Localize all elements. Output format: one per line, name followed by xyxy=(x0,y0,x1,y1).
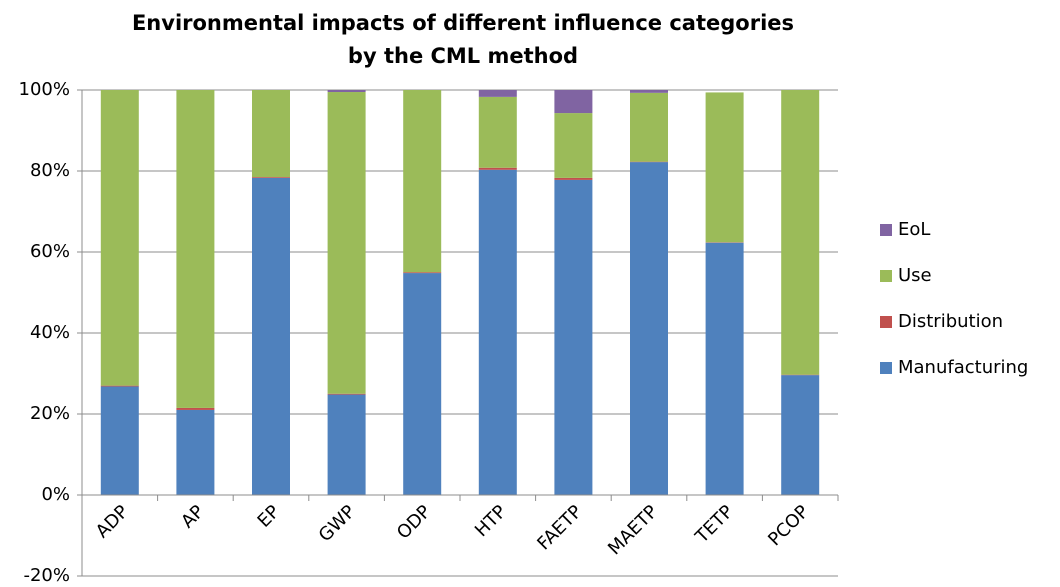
bar-segment xyxy=(252,177,290,178)
bar-segment xyxy=(100,90,139,386)
bar-segment xyxy=(781,375,820,495)
bar-segment xyxy=(100,386,139,495)
legend-label: Manufacturing xyxy=(898,357,1028,378)
bar-segment xyxy=(478,96,517,168)
bar-segment xyxy=(554,113,593,178)
y-tick-label: 40% xyxy=(30,322,70,343)
bar-segment xyxy=(478,167,517,170)
bar-segment xyxy=(252,177,290,495)
x-tick-label: GWP xyxy=(315,501,360,546)
bar-segment xyxy=(327,90,366,93)
bar-segment xyxy=(327,393,366,395)
x-tick-label: MAETP xyxy=(604,501,662,559)
legend-label: Use xyxy=(898,265,932,286)
bar-segment xyxy=(478,169,517,495)
y-tick-label: 60% xyxy=(30,241,70,262)
chart-title: by the CML method xyxy=(348,44,578,68)
bar-segment xyxy=(630,90,668,93)
x-tick-label: TETP xyxy=(691,501,738,548)
legend-label: EoL xyxy=(898,219,930,240)
bar-segment xyxy=(478,90,517,97)
bar-segment xyxy=(176,407,215,410)
x-tick-label: FAETP xyxy=(533,501,586,554)
y-tick-label: -20% xyxy=(23,565,70,586)
legend-swatch xyxy=(880,270,892,282)
bar-segment xyxy=(176,90,215,408)
bar-segment xyxy=(100,385,139,387)
bar-segment xyxy=(554,90,593,114)
x-tick-label: ADP xyxy=(92,501,133,542)
bar-segment xyxy=(176,409,215,495)
y-tick-label: 100% xyxy=(19,79,70,100)
chart-title: Environmental impacts of different influ… xyxy=(132,11,794,35)
x-tick-label: ODP xyxy=(393,501,435,543)
bar-segment xyxy=(554,179,593,495)
bar-segment xyxy=(705,242,744,495)
legend-label: Distribution xyxy=(898,311,1003,332)
bar-segment xyxy=(327,92,366,394)
x-tick-label: AP xyxy=(177,501,208,532)
y-tick-label: 20% xyxy=(30,403,70,424)
bar-segment xyxy=(554,177,593,180)
x-tick-label: EP xyxy=(253,501,284,532)
bar-segment xyxy=(403,90,442,273)
legend-swatch xyxy=(880,224,892,236)
bar-segment xyxy=(630,92,668,162)
bar-segment xyxy=(705,92,744,243)
legend-swatch xyxy=(880,316,892,328)
legend-swatch xyxy=(880,362,892,374)
bar-segment xyxy=(403,272,442,274)
y-tick-label: 80% xyxy=(30,160,70,181)
x-tick-label: HTP xyxy=(471,501,511,541)
y-tick-label: 0% xyxy=(41,484,70,505)
bar-segment xyxy=(252,90,290,178)
x-tick-label: PCOP xyxy=(764,501,813,550)
bar-segment xyxy=(403,273,442,495)
bar-segment xyxy=(781,90,820,375)
bar-segment xyxy=(630,162,668,495)
bar-segment xyxy=(327,394,366,495)
